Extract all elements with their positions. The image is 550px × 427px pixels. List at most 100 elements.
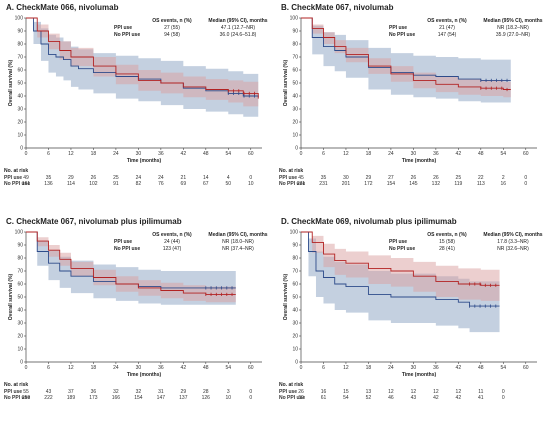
legend-events-value: 28 (41) bbox=[439, 246, 455, 252]
risk-table-label: No. at risk bbox=[279, 382, 303, 388]
y-tick-label: 0 bbox=[20, 146, 23, 152]
panel-title: A. CheckMate 066, nivolumab bbox=[6, 3, 119, 12]
x-tick-label: 36 bbox=[158, 365, 164, 371]
risk-count: 52 bbox=[366, 395, 372, 401]
y-tick-label: 70 bbox=[292, 55, 298, 61]
risk-count: 189 bbox=[67, 395, 76, 401]
y-axis-label: Overall survival (%) bbox=[8, 59, 14, 106]
risk-count: 0 bbox=[524, 175, 527, 181]
x-tick-label: 54 bbox=[226, 365, 232, 371]
x-tick-label: 42 bbox=[181, 151, 187, 157]
legend-median-value: 36.0 (24.6–51.8) bbox=[220, 32, 257, 38]
x-tick-label: 12 bbox=[68, 151, 74, 157]
y-tick-label: 100 bbox=[15, 230, 24, 236]
y-tick-label: 10 bbox=[292, 133, 298, 139]
risk-count: 41 bbox=[478, 395, 484, 401]
legend-series-name: PPI use bbox=[389, 25, 407, 31]
x-tick-label: 54 bbox=[226, 151, 232, 157]
risk-row-label: PPI use bbox=[4, 175, 22, 181]
y-tick-label: 80 bbox=[17, 256, 23, 262]
risk-count: 82 bbox=[136, 181, 142, 187]
risk-count: 43 bbox=[411, 395, 417, 401]
risk-count: 0 bbox=[249, 175, 252, 181]
y-tick-label: 60 bbox=[292, 282, 298, 288]
y-tick-label: 70 bbox=[17, 269, 23, 275]
panel-2: B. CheckMate 067, nivolumab0102030405060… bbox=[279, 3, 543, 187]
y-tick-label: 30 bbox=[292, 321, 298, 327]
x-tick-label: 42 bbox=[456, 151, 462, 157]
y-tick-label: 30 bbox=[17, 107, 23, 113]
risk-count: 26 bbox=[411, 175, 417, 181]
risk-count: 2 bbox=[502, 175, 505, 181]
y-tick-label: 90 bbox=[17, 29, 23, 35]
x-tick-label: 30 bbox=[411, 365, 417, 371]
risk-count: 222 bbox=[44, 395, 53, 401]
y-tick-label: 0 bbox=[20, 360, 23, 366]
x-tick-label: 54 bbox=[501, 365, 507, 371]
x-tick-label: 0 bbox=[25, 151, 28, 157]
risk-count: 231 bbox=[319, 181, 328, 187]
risk-count: 0 bbox=[502, 395, 505, 401]
legend-median-value: 35.9 (27.0–NR) bbox=[496, 32, 531, 38]
y-tick-label: 90 bbox=[292, 29, 298, 35]
legend-header-median: Median (95% CI), months bbox=[208, 232, 267, 238]
y-tick-label: 50 bbox=[292, 295, 298, 301]
y-tick-label: 60 bbox=[292, 68, 298, 74]
legend-events-value: 123 (47) bbox=[163, 246, 182, 252]
risk-count: 36 bbox=[91, 389, 97, 395]
y-tick-label: 0 bbox=[295, 146, 298, 152]
x-tick-label: 36 bbox=[158, 151, 164, 157]
risk-table-label: No. at risk bbox=[4, 382, 28, 388]
risk-count: 55 bbox=[23, 389, 29, 395]
x-tick-label: 0 bbox=[300, 151, 303, 157]
y-tick-label: 20 bbox=[17, 120, 23, 126]
x-tick-label: 12 bbox=[68, 365, 74, 371]
risk-row-label: PPI use bbox=[279, 389, 297, 395]
x-tick-label: 60 bbox=[248, 365, 254, 371]
legend-series-name: No PPI use bbox=[389, 32, 415, 38]
x-tick-label: 6 bbox=[322, 151, 325, 157]
risk-row-label: No PPI use bbox=[279, 395, 305, 401]
x-tick-label: 6 bbox=[322, 365, 325, 371]
risk-count: 29 bbox=[181, 389, 187, 395]
risk-count: 271 bbox=[297, 181, 306, 187]
ci-band-no-ppi bbox=[301, 232, 500, 301]
risk-count: 12 bbox=[411, 389, 417, 395]
legend-header-median: Median (95% CI), months bbox=[483, 232, 542, 238]
risk-count: 26 bbox=[91, 175, 97, 181]
y-tick-label: 40 bbox=[292, 308, 298, 314]
risk-count: 24 bbox=[158, 175, 164, 181]
panel-title: D. CheckMate 069, nivolumab plus ipilimu… bbox=[281, 217, 457, 226]
km-line-no-ppi bbox=[301, 231, 500, 286]
legend-series-name: PPI use bbox=[114, 25, 132, 31]
y-tick-label: 60 bbox=[17, 282, 23, 288]
y-tick-label: 100 bbox=[15, 16, 24, 22]
risk-count: 136 bbox=[44, 181, 53, 187]
x-tick-label: 42 bbox=[181, 365, 187, 371]
y-tick-label: 0 bbox=[295, 360, 298, 366]
x-tick-label: 0 bbox=[25, 365, 28, 371]
risk-count: 26 bbox=[298, 389, 304, 395]
risk-count: 24 bbox=[136, 175, 142, 181]
x-tick-label: 24 bbox=[113, 365, 119, 371]
risk-count: 172 bbox=[364, 181, 373, 187]
y-tick-label: 100 bbox=[290, 16, 299, 22]
y-tick-label: 40 bbox=[17, 308, 23, 314]
risk-count: 10 bbox=[248, 181, 254, 187]
y-tick-label: 60 bbox=[17, 68, 23, 74]
x-axis-label: Time (months) bbox=[127, 158, 162, 164]
risk-count: 0 bbox=[249, 389, 252, 395]
risk-count: 27 bbox=[388, 175, 394, 181]
risk-count: 54 bbox=[343, 395, 349, 401]
y-tick-label: 90 bbox=[17, 243, 23, 249]
y-tick-label: 70 bbox=[17, 55, 23, 61]
risk-count: 31 bbox=[158, 389, 164, 395]
panel-title: C. CheckMate 067, nivolumab plus ipilimu… bbox=[6, 217, 182, 226]
y-tick-label: 50 bbox=[17, 81, 23, 87]
risk-count: 61 bbox=[321, 395, 327, 401]
y-tick-label: 100 bbox=[290, 230, 299, 236]
risk-count: 173 bbox=[89, 395, 98, 401]
risk-count: 35 bbox=[321, 175, 327, 181]
legend-series-name: PPI use bbox=[114, 239, 132, 245]
